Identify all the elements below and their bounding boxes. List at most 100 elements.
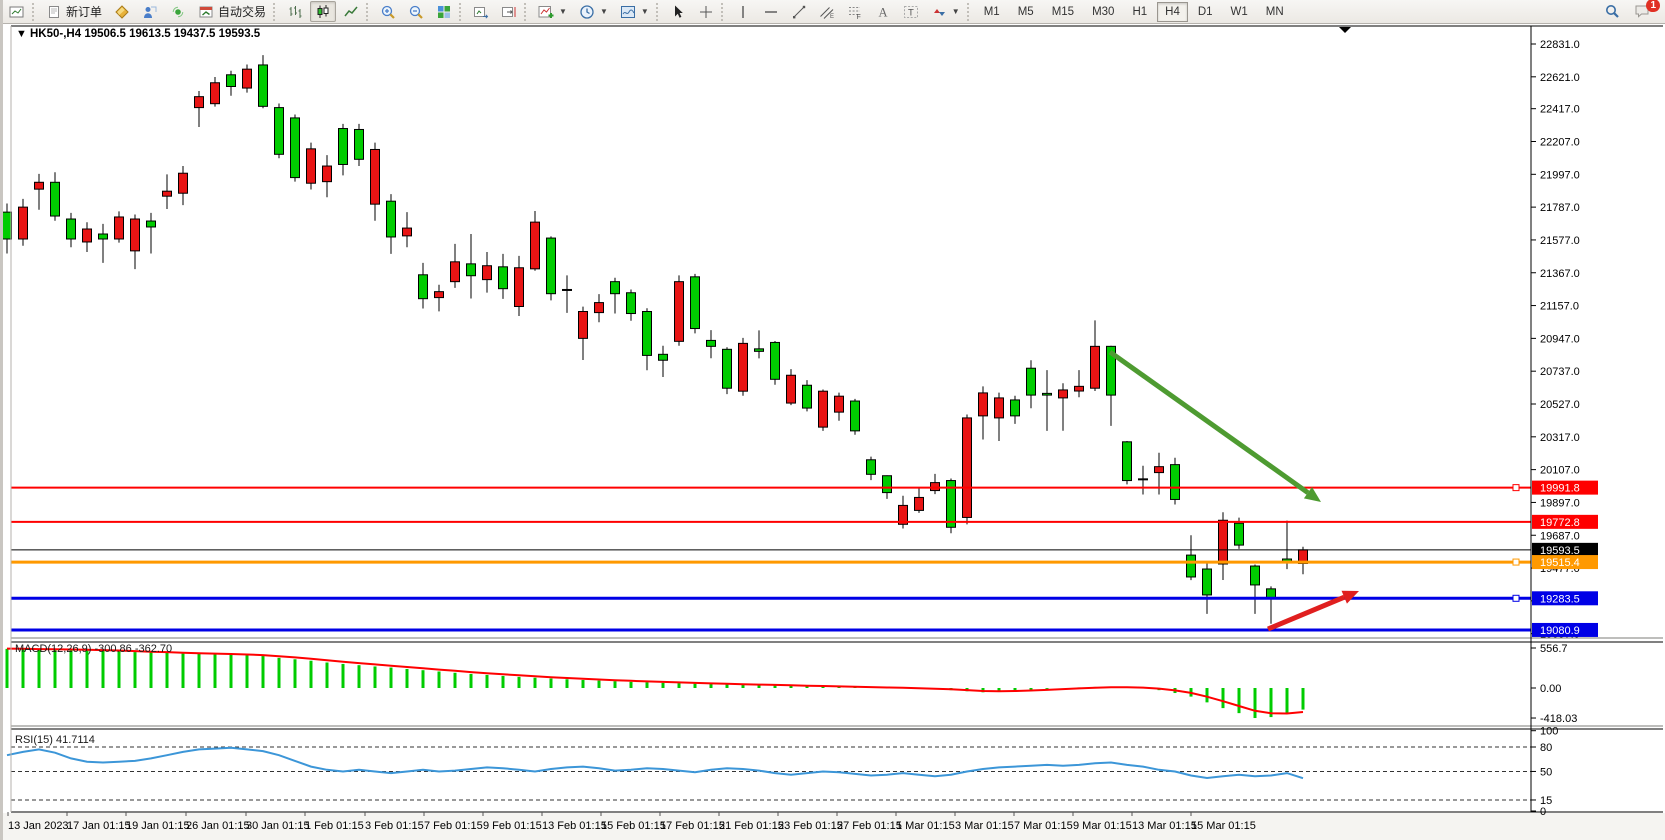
- timeframe-mn[interactable]: MN: [1265, 5, 1284, 18]
- indicators-button[interactable]: ▼: [533, 1, 572, 22]
- chart-area[interactable]: ▼ HK50-,H4 19506.5 19613.5 19437.5 19593.…: [3, 24, 1665, 840]
- svg-text:HK50-,H4 19506.5 19613.5 1943: HK50-,H4 19506.5 19613.5 19437.5 19593.5: [30, 28, 261, 40]
- signals-button[interactable]: [165, 1, 191, 22]
- rsi-pane[interactable]: RSI(15) 41.7114: [6, 734, 1531, 801]
- bar-chart-button[interactable]: [282, 1, 308, 22]
- svg-text:17 Jan 01:15: 17 Jan 01:15: [67, 820, 131, 832]
- pane-borders: [10, 25, 1663, 813]
- candle-chart-button[interactable]: [310, 1, 337, 22]
- chevron-down-icon[interactable]: ▼: [599, 7, 608, 16]
- zoom-in-button[interactable]: [375, 1, 401, 22]
- candle-3: [50, 181, 60, 217]
- svg-text:20737.0: 20737.0: [1540, 366, 1580, 378]
- timeframe-h4[interactable]: H4: [1157, 1, 1188, 22]
- cursor-button[interactable]: [665, 1, 691, 22]
- candle-51: [818, 390, 828, 428]
- window-icon[interactable]: [4, 1, 30, 22]
- candle-29: [466, 263, 476, 277]
- horizontal-line-button[interactable]: [758, 1, 784, 22]
- candle-44: [706, 339, 716, 347]
- svg-text:21 Feb 01:15: 21 Feb 01:15: [719, 820, 784, 832]
- price-axis[interactable]: 22831.0 22621.0 22417.0 22207.0 21997.0 21787…: [1531, 39, 1598, 818]
- candle-48: [770, 341, 780, 380]
- new-order-button-label: 新订单: [66, 5, 103, 19]
- candle-71: [1138, 478, 1148, 481]
- candle-56: [898, 504, 908, 525]
- candle-18: [290, 117, 300, 179]
- hline-19515.4[interactable]: [11, 558, 1531, 566]
- tile-windows-button[interactable]: [431, 1, 457, 22]
- vertical-line-button[interactable]: [730, 1, 756, 22]
- macd-pane[interactable]: MACD(12,26,9) -300.86 -362.70: [5, 643, 1305, 719]
- timeframe-m30[interactable]: M30: [1092, 5, 1115, 18]
- templates-button[interactable]: ▼: [615, 1, 654, 22]
- line-chart-button[interactable]: [338, 1, 364, 22]
- chevron-down-icon[interactable]: ▼: [640, 7, 649, 16]
- autotrade-button[interactable]: 自动交易: [193, 1, 271, 22]
- chevron-down-icon[interactable]: ▼: [559, 7, 567, 16]
- timeframe-m5[interactable]: M5: [1017, 5, 1034, 18]
- timeframe-m1[interactable]: M1: [983, 5, 1000, 18]
- gold-diamond-icon: [114, 4, 130, 20]
- toolbar-separator: [655, 2, 663, 21]
- label-button[interactable]: T: [898, 1, 924, 22]
- svg-text:50: 50: [1540, 766, 1552, 778]
- chevron-down-icon[interactable]: ▼: [951, 7, 960, 16]
- candle-14: [226, 74, 236, 87]
- hline-icon: [763, 4, 779, 20]
- svg-text:21157.0: 21157.0: [1540, 301, 1579, 313]
- svg-text:21997.0: 21997.0: [1540, 169, 1580, 181]
- crosshair-button[interactable]: [693, 1, 719, 22]
- indicators-icon: [538, 4, 554, 20]
- new-order-button[interactable]: 新订单: [41, 1, 107, 22]
- timeframe-d1[interactable]: D1: [1197, 5, 1213, 18]
- crosshair-icon: [698, 4, 714, 20]
- svg-text:19687.0: 19687.0: [1540, 530, 1580, 542]
- candle-62: [994, 397, 1004, 419]
- svg-text:22207.0: 22207.0: [1540, 137, 1580, 149]
- clock-icon: [579, 4, 595, 20]
- red-up-arrow[interactable]: [1267, 590, 1359, 632]
- autotrade-icon: [198, 4, 214, 20]
- candle-68: [1090, 345, 1100, 389]
- trendline-button[interactable]: [786, 1, 812, 22]
- svg-text:9 Feb 01:15: 9 Feb 01:15: [483, 820, 542, 832]
- svg-text:20317.0: 20317.0: [1540, 432, 1580, 444]
- candle-50: [802, 384, 812, 409]
- zoom-out-button[interactable]: [403, 1, 429, 22]
- timeframe-m15[interactable]: M15: [1051, 5, 1075, 18]
- candle-57: [914, 496, 924, 511]
- arrows-button[interactable]: ▼: [926, 1, 965, 22]
- price-pane[interactable]: ▼ HK50-,H4 19506.5 19613.5 19437.5 19593.…: [3, 27, 1531, 632]
- svg-text:19772.8: 19772.8: [1540, 517, 1580, 529]
- search-icon[interactable]: [1604, 3, 1624, 21]
- chat-icon[interactable]: 1: [1634, 0, 1660, 21]
- hline-19283.5[interactable]: [11, 594, 1531, 602]
- svg-text:0: 0: [1540, 806, 1546, 818]
- green-down-arrow[interactable]: [1108, 349, 1321, 502]
- timeframe-h1[interactable]: H1: [1132, 5, 1148, 18]
- periods-button[interactable]: ▼: [574, 1, 613, 22]
- candle-8: [130, 218, 140, 252]
- candle-10: [162, 190, 172, 197]
- svg-text:20947.0: 20947.0: [1540, 333, 1580, 345]
- candle-12: [194, 96, 204, 109]
- line-anchor: [1512, 558, 1520, 566]
- hline-19991.8[interactable]: [11, 484, 1531, 492]
- gold-diamond-button[interactable]: [109, 1, 135, 22]
- candle-17: [274, 107, 284, 155]
- chart-canvas[interactable]: ▼ HK50-,H4 19506.5 19613.5 19437.5 19593.…: [3, 24, 1665, 840]
- market-watch-button[interactable]: [137, 1, 163, 22]
- candle-35: [562, 288, 572, 291]
- auto-scroll-button[interactable]: [468, 1, 494, 22]
- fibonacci-button[interactable]: F: [842, 1, 868, 22]
- candle-49: [786, 374, 796, 404]
- channel-button[interactable]: E: [814, 1, 840, 22]
- svg-text:7 Feb 01:15: 7 Feb 01:15: [424, 820, 483, 832]
- chart-shift-button[interactable]: [496, 1, 522, 22]
- timeframe-w1[interactable]: W1: [1230, 5, 1248, 18]
- text-button[interactable]: A: [870, 1, 896, 22]
- arrows-icon: [931, 4, 947, 20]
